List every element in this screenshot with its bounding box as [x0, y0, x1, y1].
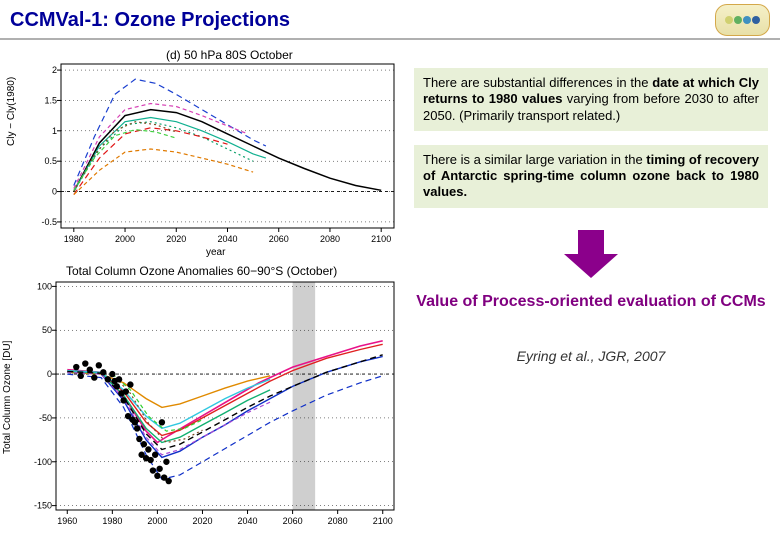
svg-text:-0.5: -0.5 [41, 217, 57, 227]
text-column: There are substantial differences in the… [414, 46, 768, 532]
svg-text:-50: -50 [39, 413, 52, 423]
svg-text:0: 0 [47, 369, 52, 379]
value-statement: Value of Process-oriented evaluation of … [414, 292, 768, 312]
chart2-svg: -150 -100 -50 0 50 100 1960 1980 2000 2020 2040 206… [6, 264, 406, 532]
svg-text:100: 100 [37, 281, 52, 291]
citation: Eyring et al., JGR, 2007 [414, 348, 768, 364]
chart1-svg: -0.5 0 0.5 1 1.5 2 1980 2000 2020 2040 2060 2080 210… [6, 46, 406, 256]
chart-ozone: Total Column Ozone Anomalies 60−90°S (Oc… [6, 264, 406, 532]
svg-text:2: 2 [52, 65, 57, 75]
svg-text:2100: 2100 [373, 516, 393, 526]
svg-text:2020: 2020 [166, 234, 186, 244]
svg-text:1980: 1980 [102, 516, 122, 526]
svg-text:2040: 2040 [238, 516, 258, 526]
svg-text:2020: 2020 [192, 516, 212, 526]
chart2-title: Total Column Ozone Anomalies 60−90°S (Oc… [66, 264, 337, 278]
svg-text:2100: 2100 [371, 234, 391, 244]
arrow-down-icon [562, 226, 620, 282]
svg-text:50: 50 [42, 325, 52, 335]
callout-1: There are substantial differences in the… [414, 68, 768, 131]
svg-text:1: 1 [52, 126, 57, 136]
chart2-ylabel: Total Column Ozone [DU] [2, 341, 13, 454]
title-bar: CCMVal-1: Ozone Projections [0, 0, 780, 40]
page-title: CCMVal-1: Ozone Projections [10, 9, 715, 32]
svg-text:-100: -100 [34, 457, 52, 467]
svg-text:2040: 2040 [217, 234, 237, 244]
charts-column: (d) 50 hPa 80S October -0.5 0 0.5 1 1.5 2 1980… [6, 46, 406, 532]
svg-text:1.5: 1.5 [44, 95, 57, 105]
svg-text:2000: 2000 [115, 234, 135, 244]
chart1-xlabel: year [206, 247, 225, 258]
svg-text:2060: 2060 [269, 234, 289, 244]
svg-text:1960: 1960 [57, 516, 77, 526]
svg-text:2000: 2000 [147, 516, 167, 526]
callout-2: There is a similar large variation in th… [414, 145, 768, 208]
svg-text:2080: 2080 [328, 516, 348, 526]
svg-text:2060: 2060 [283, 516, 303, 526]
chart-cly: (d) 50 hPa 80S October -0.5 0 0.5 1 1.5 2 1980… [6, 46, 406, 256]
logo-balls [725, 16, 760, 24]
logo [715, 4, 770, 36]
svg-text:1980: 1980 [64, 234, 84, 244]
svg-text:0.5: 0.5 [44, 156, 57, 166]
svg-text:-150: -150 [34, 501, 52, 511]
svg-text:0: 0 [52, 187, 57, 197]
content: (d) 50 hPa 80S October -0.5 0 0.5 1 1.5 2 1980… [0, 40, 780, 532]
chart1-ylabel: Cly − Cly(1980) [6, 77, 17, 146]
svg-text:2080: 2080 [320, 234, 340, 244]
chart1-title: (d) 50 hPa 80S October [166, 48, 293, 62]
